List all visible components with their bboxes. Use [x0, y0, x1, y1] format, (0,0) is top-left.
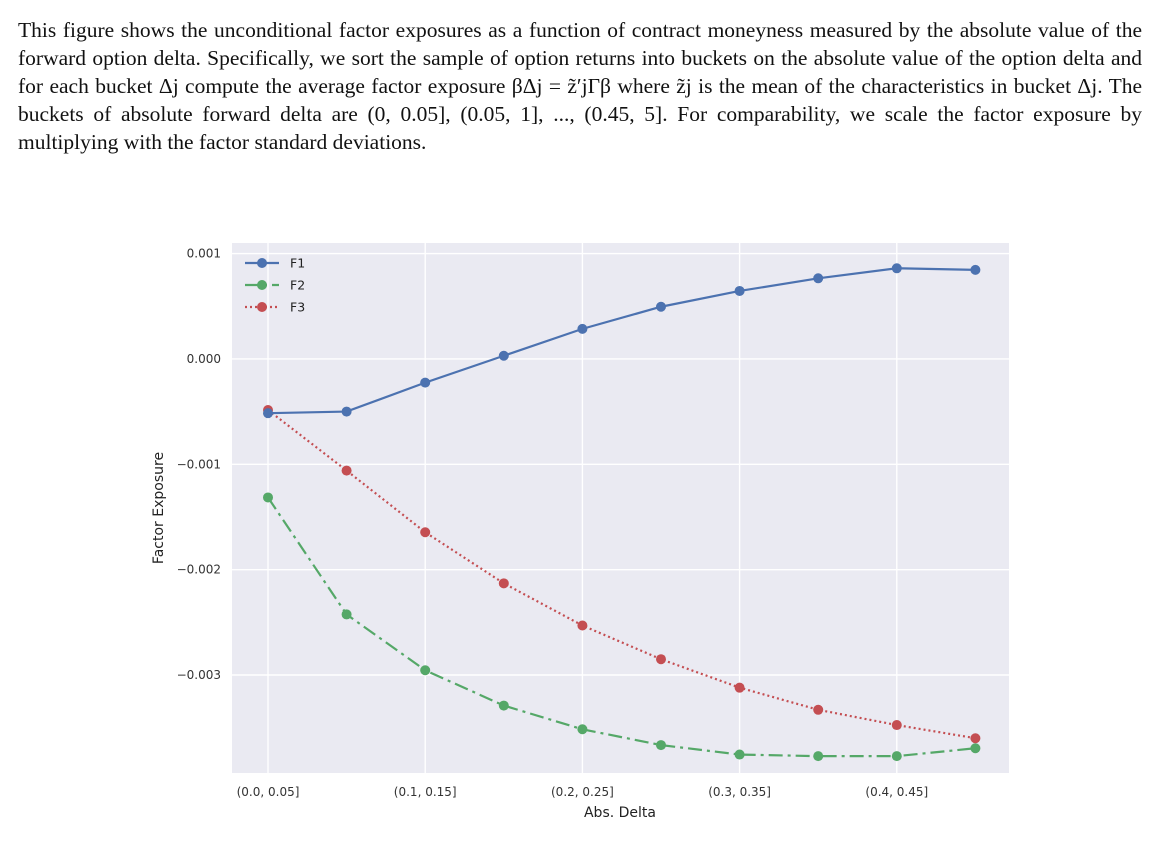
point-f3 [656, 654, 666, 665]
point-f1 [813, 273, 824, 284]
figure-caption: This figure shows the unconditional fact… [18, 16, 1142, 156]
legend-marker-f3 [257, 302, 267, 312]
point-f1 [498, 350, 509, 361]
point-f1 [263, 408, 273, 419]
legend-label-f2: F2 [290, 278, 305, 293]
series-line-f2 [267, 496, 976, 758]
series-lines [263, 263, 981, 762]
legend-label-f1: F1 [290, 256, 305, 271]
series-line-f1 [267, 267, 976, 415]
point-f1 [891, 263, 902, 274]
point-f3 [420, 527, 431, 538]
point-f2 [734, 749, 745, 760]
point-f1 [577, 323, 588, 334]
y-tick-labels: 0.001 0.000 −0.001 −0.002 −0.003 [177, 247, 221, 682]
x-tick-label: (0.4, 0.45] [865, 785, 928, 799]
legend-marker-f2 [257, 280, 267, 290]
y-tick-label: 0.001 [187, 247, 221, 261]
point-f2 [263, 492, 273, 503]
y-axis-label: Factor Exposure [151, 452, 167, 564]
point-f3 [734, 682, 745, 693]
y-tick-label: −0.002 [177, 563, 221, 577]
point-f2 [970, 743, 981, 754]
legend: F1 F2 F3 [245, 256, 305, 315]
point-f2 [341, 609, 352, 620]
point-f3 [341, 465, 352, 476]
point-f3 [498, 578, 509, 589]
point-f2 [498, 700, 509, 711]
point-f2 [420, 665, 431, 676]
point-f1 [341, 406, 352, 417]
y-tick-label: −0.001 [177, 457, 221, 471]
point-f3 [891, 720, 902, 731]
point-f3 [813, 704, 824, 715]
y-tick-label: 0.000 [187, 352, 221, 366]
caption-text: This figure shows the unconditional fact… [18, 18, 1142, 154]
point-f1 [656, 301, 666, 312]
point-f2 [656, 740, 666, 751]
plot-background [232, 243, 1009, 773]
point-f2 [577, 724, 588, 735]
point-f3 [970, 733, 981, 744]
point-f1 [970, 264, 981, 275]
x-tick-label: (0.3, 0.35] [708, 785, 771, 799]
point-f3 [577, 620, 588, 631]
point-f1 [420, 377, 431, 388]
y-tick-label: −0.003 [177, 668, 221, 682]
legend-marker-f1 [257, 258, 267, 268]
x-tick-labels: (0.0, 0.05] (0.1, 0.15] (0.2, 0.25] (0.3, 0… [237, 785, 929, 799]
point-f2 [891, 751, 902, 762]
legend-label-f3: F3 [290, 300, 305, 315]
point-f2 [813, 751, 824, 762]
x-tick-label: (0.0, 0.05] [237, 785, 300, 799]
x-tick-label: (0.1, 0.15] [394, 785, 457, 799]
x-tick-label: (0.2, 0.25] [551, 785, 614, 799]
grid-lines [232, 243, 1009, 773]
x-axis-label: Abs. Delta [584, 805, 656, 821]
point-f1 [734, 285, 745, 296]
